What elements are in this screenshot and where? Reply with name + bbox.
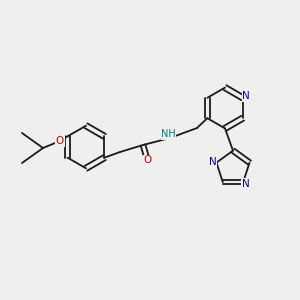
Text: N: N bbox=[242, 91, 250, 101]
Text: O: O bbox=[56, 136, 64, 146]
Text: O: O bbox=[144, 155, 152, 165]
Text: NH: NH bbox=[161, 129, 176, 140]
Text: N: N bbox=[209, 157, 217, 167]
Text: N: N bbox=[242, 178, 250, 189]
